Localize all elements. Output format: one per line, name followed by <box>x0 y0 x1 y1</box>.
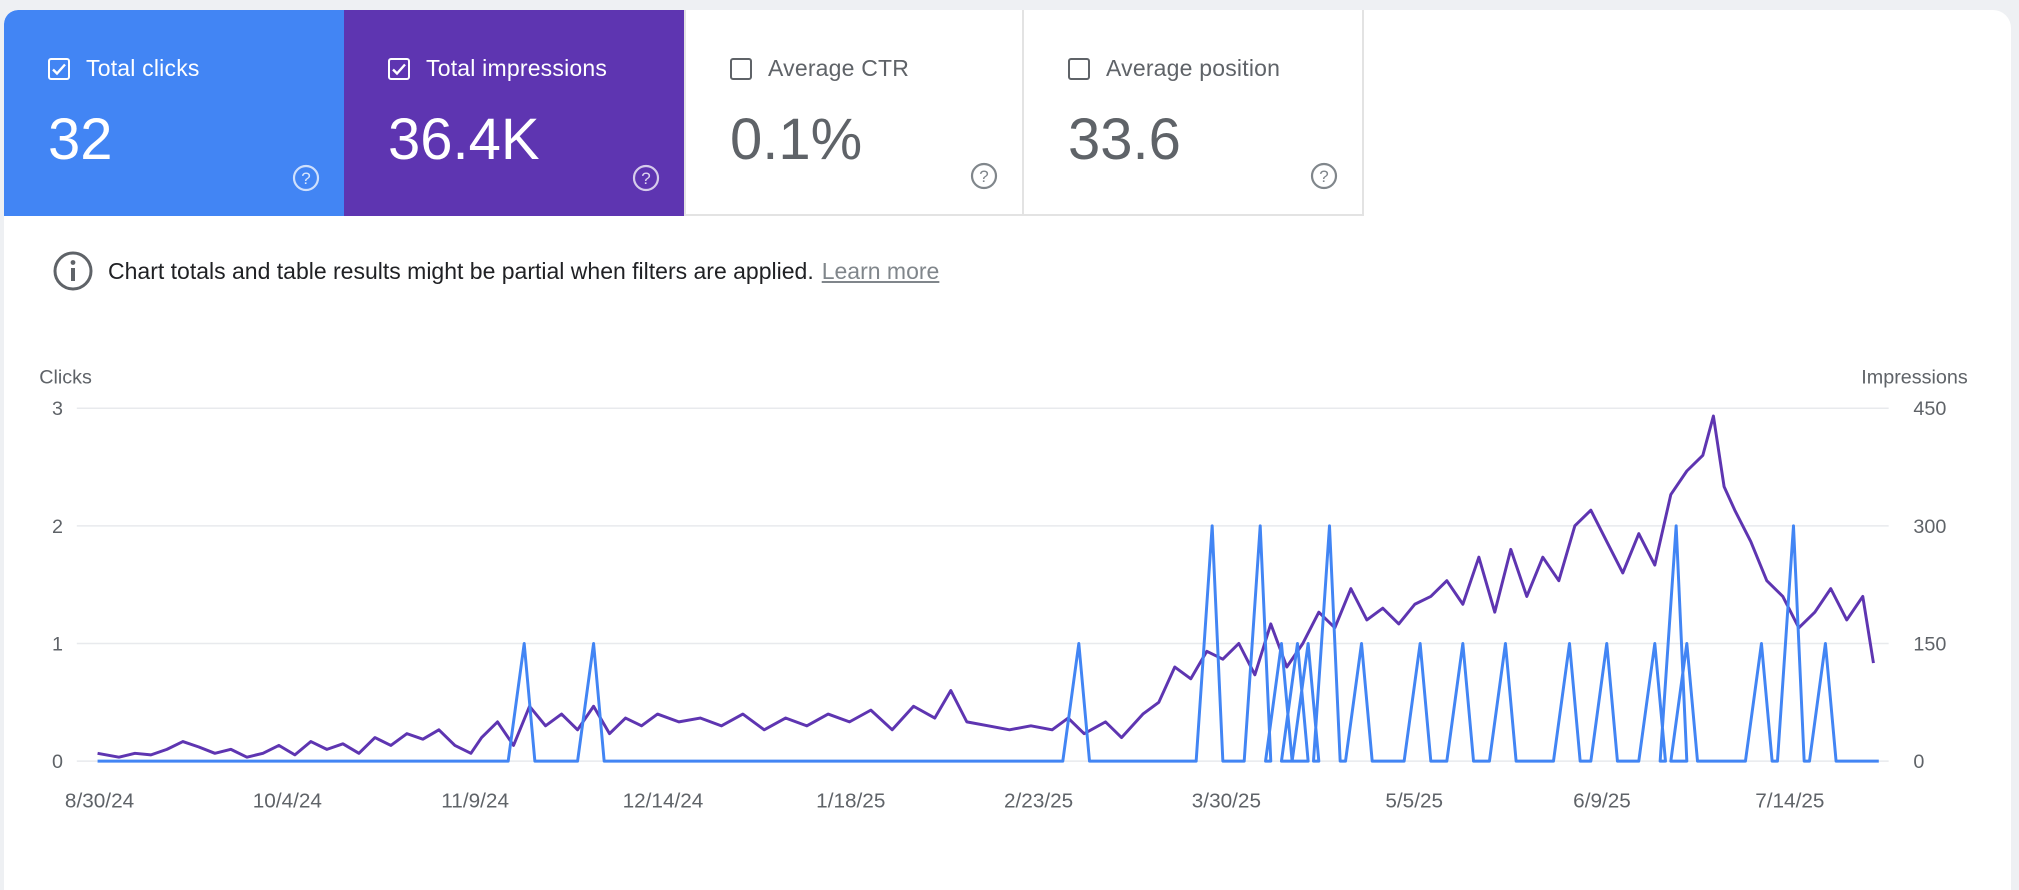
y-right-tick-label: 300 <box>1913 516 1946 538</box>
info-icon <box>53 251 93 291</box>
checkbox-checked-icon[interactable] <box>388 58 410 80</box>
y-right-tick-label: 0 <box>1913 751 1924 773</box>
x-tick-label: 6/9/25 <box>1573 790 1631 813</box>
series-lines <box>97 414 1879 763</box>
learn-more-link[interactable]: Learn more <box>821 257 940 284</box>
help-icon[interactable]: ? <box>292 164 320 192</box>
performance-card: Total clicks 32 ? Total impressions 36.4… <box>4 10 2011 890</box>
checkbox-unchecked-icon[interactable] <box>730 58 752 80</box>
x-tick-label: 1/18/25 <box>816 790 885 813</box>
metric-total-impressions[interactable]: Total impressions 36.4K ? <box>344 10 684 216</box>
help-icon[interactable]: ? <box>632 164 660 192</box>
svg-text:?: ? <box>1319 167 1328 186</box>
series-line-clicks <box>97 524 1879 763</box>
x-tick-label: 7/14/25 <box>1755 790 1824 813</box>
metric-label: Total clicks <box>86 55 200 81</box>
svg-text:?: ? <box>979 167 988 186</box>
metric-value: 36.4K <box>388 107 540 172</box>
svg-text:?: ? <box>641 169 650 188</box>
x-tick-label: 11/9/24 <box>441 790 509 813</box>
checkbox-unchecked-icon[interactable] <box>1068 58 1090 80</box>
metric-label: Total impressions <box>426 55 608 81</box>
x-axis-ticks: 8/30/24 10/4/24 11/9/24 12/14/24 1/18/25 2/23… <box>65 790 1825 813</box>
help-icon[interactable]: ? <box>1310 162 1338 190</box>
svg-text:?: ? <box>301 169 310 188</box>
y-left-tick-label: 0 <box>52 751 63 773</box>
metric-average-position[interactable]: Average position 33.6 ? <box>1024 10 1364 216</box>
y-right-tick-label: 150 <box>1913 633 1946 655</box>
metric-value: 0.1% <box>730 107 863 172</box>
notice-text: Chart totals and table results might be … <box>108 257 814 284</box>
y-left-tick-label: 2 <box>52 516 63 538</box>
series-line-impressions <box>97 414 1875 759</box>
metric-total-clicks[interactable]: Total clicks 32 ? <box>4 10 344 216</box>
performance-chart: Clicks Impressions 3 2 1 0 450 300 150 0 8/30/… <box>39 367 1968 813</box>
y-right-axis-title: Impressions <box>1861 367 1968 389</box>
x-tick-label: 5/5/25 <box>1385 790 1443 813</box>
metric-value: 32 <box>48 107 113 172</box>
y-right-ticks: 450 300 150 0 <box>1913 398 1946 773</box>
metric-value: 33.6 <box>1068 107 1181 172</box>
y-left-ticks: 3 2 1 0 <box>52 398 63 773</box>
help-icon[interactable]: ? <box>970 162 998 190</box>
y-right-tick-label: 450 <box>1913 398 1946 420</box>
metric-cards: Total clicks 32 ? Total impressions 36.4… <box>4 10 1364 216</box>
x-tick-label: 10/4/24 <box>253 790 322 813</box>
y-left-tick-label: 1 <box>52 633 63 655</box>
y-left-tick-label: 3 <box>52 398 63 420</box>
x-tick-label: 12/14/24 <box>623 790 704 813</box>
y-left-axis-title: Clicks <box>39 367 92 389</box>
partial-data-notice: Chart totals and table results might be … <box>52 250 939 292</box>
gridlines <box>76 407 1889 762</box>
x-tick-label: 8/30/24 <box>65 790 134 813</box>
x-tick-label: 2/23/25 <box>1004 790 1073 813</box>
metric-label: Average CTR <box>768 55 910 81</box>
checkbox-checked-icon[interactable] <box>48 58 70 80</box>
x-tick-label: 3/30/25 <box>1192 790 1261 813</box>
metric-average-ctr[interactable]: Average CTR 0.1% ? <box>684 10 1024 216</box>
metric-label: Average position <box>1106 55 1281 81</box>
